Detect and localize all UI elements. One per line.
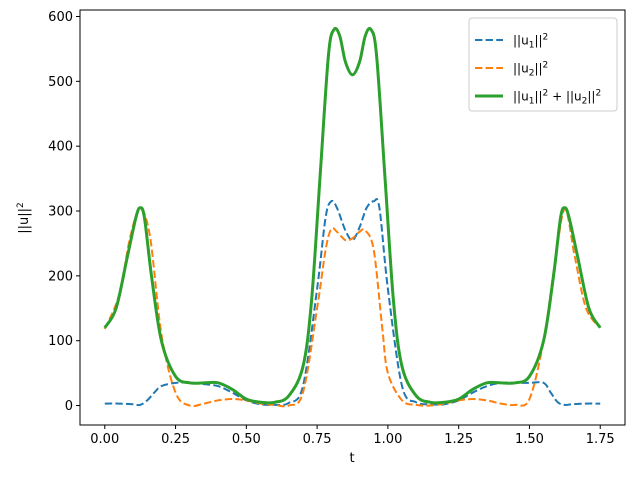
y-tick-label: 500 [48,75,73,90]
y-tick-label: 400 [48,140,73,155]
series-u2-line [103,208,602,408]
legend-label: ||u1||2 + ||u2||2 [513,89,601,107]
x-tick-label: 0.75 [303,432,332,447]
y-tick-label: 200 [48,269,73,284]
x-tick-label: 1.25 [444,432,473,447]
x-tick-label: 0.50 [232,432,261,447]
y-axis-ticks: 0 100 200 300 400 500 600 [48,10,80,414]
x-tick-label: 0.00 [90,432,119,447]
legend-label: ||u1||2 [513,33,548,51]
x-axis-ticks: 0.00 0.25 0.50 0.75 1.00 1.25 1.50 1.75 [90,425,615,447]
legend-entry-u1: ||u1||2 [475,33,548,51]
legend-label: ||u2||2 [513,61,548,79]
svg-text:||u||2: ||u||2 [16,202,32,234]
x-axis-label: t [349,451,354,466]
y-tick-label: 300 [48,205,73,220]
y-axis-label: ||u||2 [16,202,32,234]
legend: ||u1||2 ||u2||2 ||u1||2 + ||u2||2 [468,17,618,112]
x-tick-label: 1.00 [373,432,402,447]
y-tick-label: 100 [48,334,73,349]
x-tick-label: 1.50 [515,432,544,447]
y-tick-label: 0 [65,399,73,414]
x-tick-label: 0.25 [161,432,190,447]
legend-box [468,17,618,112]
legend-entry-sum: ||u1||2 + ||u2||2 [475,89,601,107]
series-sum-line [103,26,602,405]
y-tick-label: 600 [48,10,73,25]
legend-entry-u2: ||u2||2 [475,61,548,79]
plot-frame [79,9,626,426]
x-tick-label: 1.75 [586,432,615,447]
plot-lines [103,26,602,408]
